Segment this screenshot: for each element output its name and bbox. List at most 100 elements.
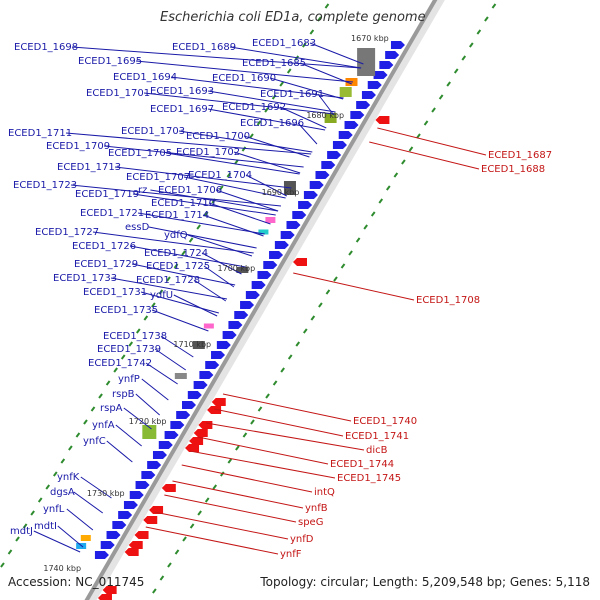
gc-skew-mark: [438, 94, 444, 100]
forward-leader-line: [178, 130, 313, 153]
label-leader-lines: [33, 42, 487, 555]
forward-leader-line: [132, 193, 276, 216]
forward-gene-label: ECED1_1721: [80, 208, 144, 219]
forward-leader-line: [297, 122, 318, 145]
forward-leader-line: [110, 277, 228, 300]
forward-gene-arrow: [94, 551, 109, 559]
forward-gene-label: ECED1_1701: [86, 88, 150, 99]
gc-skew-mark: [469, 42, 474, 48]
forward-gene-arrow: [216, 341, 231, 349]
forward-leader-line: [202, 214, 264, 237]
reverse-gene-label: ynfB: [305, 503, 328, 514]
backbone-line: [84, 0, 438, 600]
forward-gene-label: ECED1_1707: [126, 172, 190, 183]
forward-gene-label: rz: [138, 185, 147, 196]
forward-leader-line: [243, 135, 310, 158]
reverse-gene-arrow: [134, 531, 149, 539]
gc-skew-mark: [235, 445, 240, 451]
forward-gene-label: ECED1_1695: [78, 56, 142, 67]
gc-skew-mark: [189, 523, 195, 529]
kbp-tick-label: 1740 kbp: [43, 564, 81, 573]
forward-gene-label: ECED1_1738: [103, 331, 167, 342]
gc-skew-mark: [370, 211, 376, 217]
forward-leader-line: [207, 90, 336, 113]
gc-skew-mark: [310, 315, 316, 321]
gc-skew-mark: [167, 562, 172, 568]
forward-gene-arrow: [199, 371, 214, 379]
forward-leader-line: [70, 184, 282, 207]
gc-skew-mark: [197, 510, 202, 516]
forward-gene-arrow: [298, 201, 313, 209]
forward-gene-label: ECED1_1727: [35, 227, 99, 238]
gc-skew-mark: [393, 172, 399, 178]
feature-block: [258, 229, 269, 235]
gc-skew-mark: [68, 445, 73, 451]
forward-leader-line: [208, 202, 271, 225]
gc-skew-mark: [423, 120, 429, 126]
forward-leader-line: [201, 252, 242, 275]
forward-gene-label: ECED1_1689: [172, 42, 236, 53]
map-title: Escherichia coli ED1a, complete genome: [160, 10, 426, 25]
forward-gene-arrow: [118, 511, 133, 519]
forward-gene-arrow: [222, 331, 237, 339]
forward-leader-line: [65, 132, 312, 155]
forward-gene-label: ECED1_1726: [72, 241, 136, 252]
reverse-gene-label: ECED1_1687: [488, 150, 552, 161]
forward-gene-arrow: [280, 231, 295, 239]
forward-leader-line: [183, 176, 286, 199]
gc-skew-mark: [234, 159, 239, 165]
forward-gene-label: ECED1_1725: [146, 261, 210, 272]
gc-skew-mark: [302, 42, 307, 48]
gc-skew-mark: [174, 549, 180, 555]
reverse-leader-line: [206, 422, 365, 451]
forward-gene-label: ECED1_1691: [260, 89, 324, 100]
forward-gene-arrow: [309, 181, 324, 189]
forward-gene-label: ynfK: [57, 472, 80, 483]
forward-gene-label: ECED1_1685: [242, 58, 306, 69]
forward-leader-line: [245, 174, 287, 197]
gc-skew-mark: [75, 432, 81, 438]
topology-text: Topology: circular; Length: 5,209,548 bp…: [260, 575, 590, 589]
gc-skew-mark: [242, 432, 248, 438]
reverse-gene-arrow: [124, 548, 139, 556]
gc-skew-mark: [476, 29, 482, 35]
gc-skew-mark: [7, 549, 13, 555]
reverse-leader-line: [214, 408, 344, 437]
forward-gene-label: ynfA: [92, 420, 115, 431]
kbp-tick-labels: 1670 kbp 1680 kbp 1690 kbp 1700 kbp 1710 kbp…: [43, 34, 388, 573]
gc-skew-mark: [159, 575, 165, 581]
forward-leader-line: [279, 106, 327, 129]
reverse-gene-arrow: [293, 258, 308, 266]
forward-leader-line: [114, 166, 292, 189]
gc-skew-mark: [128, 341, 134, 347]
forward-leader-line: [145, 362, 178, 385]
forward-leader-line: [165, 152, 300, 175]
forward-leader-line: [154, 348, 187, 371]
feature-block: [192, 341, 205, 349]
gc-skew-mark: [212, 484, 218, 490]
gc-skew-mark: [386, 185, 391, 191]
gc-skew-mark: [363, 224, 368, 230]
gc-skew-mark: [22, 523, 28, 529]
forward-leader-line: [160, 335, 194, 358]
gc-skew-mark: [309, 29, 315, 35]
gc-skew-mark: [158, 289, 164, 295]
reverse-gene-arrow: [128, 541, 143, 549]
forward-leader-line: [71, 46, 362, 69]
gc-skew-mark: [0, 562, 5, 568]
gc-skew-mark: [264, 107, 269, 113]
forward-gene-label: ECED1_1713: [57, 162, 121, 173]
reverse-gene-label: ECED1_1740: [353, 416, 417, 427]
forward-gene-arrow: [170, 421, 185, 429]
forward-gene-label: ECED1_1711: [8, 128, 72, 139]
forward-gene-label: ECED1_1709: [46, 141, 110, 152]
forward-gene-arrow: [187, 391, 202, 399]
feature-block: [142, 425, 157, 439]
reverse-leader-line: [293, 272, 415, 301]
forward-gene-arrow: [292, 211, 307, 219]
forward-gene-arrow: [152, 451, 167, 459]
forward-gene-arrow: [234, 311, 249, 319]
gc-skew-mark: [181, 250, 186, 256]
